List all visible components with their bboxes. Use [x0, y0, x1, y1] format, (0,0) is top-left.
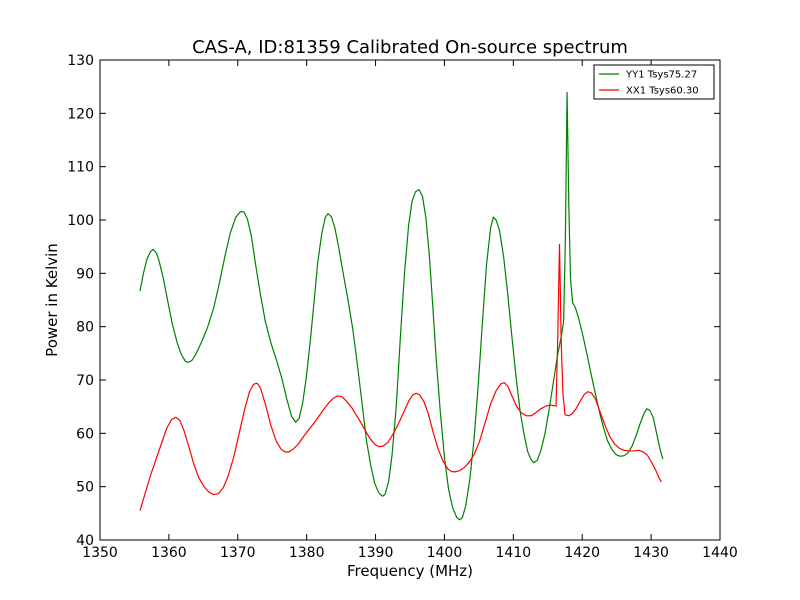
y-tick-label: 90	[76, 266, 94, 282]
y-tick-label: 120	[67, 106, 94, 122]
plot-frame	[99, 59, 721, 541]
x-tick-label: 1350	[82, 545, 118, 561]
x-tick-label: 1390	[358, 545, 394, 561]
y-tick-label: 100	[67, 213, 94, 229]
series-line-xx1	[139, 243, 662, 511]
legend-box	[593, 64, 715, 100]
x-tick-label: 1430	[633, 545, 669, 561]
y-tick-label: 70	[76, 373, 94, 389]
legend: YY1 Tsys75.27 XX1 Tsys60.30	[593, 64, 715, 100]
chart-title: CAS-A, ID:81359 Calibrated On-source spe…	[192, 37, 628, 58]
x-tick-label: 1400	[427, 545, 463, 561]
y-tick-label: 40	[76, 533, 94, 549]
x-tick-label: 1370	[220, 545, 256, 561]
series-layer	[139, 91, 664, 521]
y-axis-label: Power in Kelvin	[43, 243, 61, 357]
plot-area	[100, 60, 720, 540]
x-tick-label: 1360	[151, 545, 187, 561]
y-tick-label: 80	[76, 320, 94, 336]
x-tick-label: 1410	[496, 545, 532, 561]
series-line-yy1	[139, 91, 664, 521]
legend-label-yy1: YY1 Tsys75.27	[625, 70, 697, 81]
y-tick-label: 60	[76, 426, 94, 442]
y-tick-label: 130	[67, 53, 94, 69]
y-axis: 40 50 60 70 80 90 100 110 120 130	[67, 53, 720, 549]
x-tick-label: 1420	[564, 545, 600, 561]
x-tick-label: 1440	[702, 545, 738, 561]
x-axis-label: Frequency (MHz)	[347, 562, 473, 580]
y-tick-label: 110	[67, 160, 94, 176]
x-tick-label: 1380	[289, 545, 325, 561]
x-axis: 1350 1360 1370 1380 1390 1400 1410 1420 1430 1440	[82, 60, 738, 561]
legend-label-xx1: XX1 Tsys60.30	[626, 86, 699, 97]
y-tick-label: 50	[76, 480, 94, 496]
